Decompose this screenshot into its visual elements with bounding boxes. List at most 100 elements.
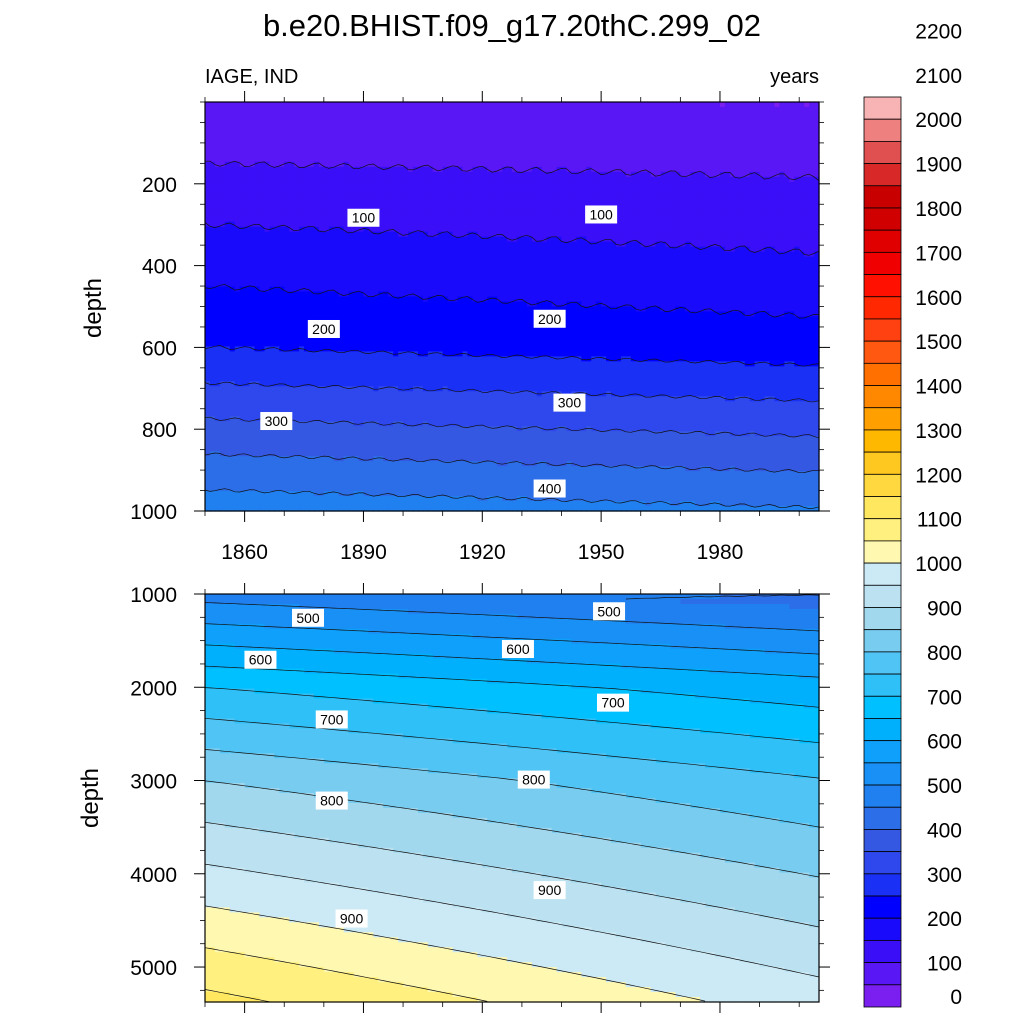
contour-cell (244, 186, 251, 193)
contour-cell (279, 226, 285, 233)
contour-cell (591, 102, 597, 108)
contour-cell (388, 111, 394, 118)
contour-cell (219, 116, 226, 123)
contour-cell (279, 146, 285, 153)
contour-cell (516, 231, 523, 238)
contour-cell (625, 211, 632, 218)
contour-cell (601, 141, 607, 148)
contour-cell (764, 126, 771, 133)
contour-cell (685, 261, 691, 268)
contour-cell (789, 161, 795, 168)
contour-cell (408, 161, 414, 168)
contour-cell (606, 151, 612, 158)
contour-cell (799, 251, 805, 258)
contour-cell (279, 116, 285, 123)
contour-cell (214, 286, 221, 293)
contour-cell (205, 296, 211, 303)
contour-cell (219, 151, 226, 158)
contour-cell (596, 271, 602, 278)
contour-cell (779, 176, 785, 183)
contour-cell (457, 201, 464, 208)
contour-cell (353, 126, 360, 133)
contour-cell (343, 196, 350, 203)
contour-cell (531, 291, 538, 298)
contour-cell (383, 186, 389, 193)
contour-cell (571, 206, 577, 213)
contour-cell (507, 126, 513, 133)
contour-cell (224, 126, 231, 133)
contour-cell (378, 146, 384, 153)
contour-cell (804, 211, 810, 218)
contour-cell (368, 296, 374, 303)
contour-cell (289, 206, 295, 213)
contour-cell (620, 131, 627, 138)
contour-cell (205, 126, 211, 133)
contour-cell (229, 211, 236, 218)
contour-cell (516, 201, 523, 208)
contour-cell (561, 271, 568, 278)
contour-cell (814, 111, 820, 118)
contour-cell (754, 161, 761, 168)
contour-cell (675, 121, 681, 128)
contour-cell (774, 126, 780, 133)
contour-cell (318, 291, 325, 298)
contour-cell (744, 261, 751, 268)
contour-cell (710, 266, 716, 273)
contour-cell (809, 121, 815, 128)
contour-cell (432, 106, 439, 113)
contour-cell (224, 151, 231, 158)
contour-cell (779, 116, 785, 123)
contour-cell (640, 131, 647, 138)
contour-cell (680, 156, 686, 163)
contour-cell (700, 276, 706, 283)
contour-cell (338, 151, 345, 158)
contour-cell (625, 166, 632, 173)
contour-cell (209, 286, 216, 293)
contour-cell (249, 141, 256, 148)
contour-cell (710, 161, 716, 168)
contour-cell (769, 266, 776, 273)
contour-cell (403, 271, 409, 278)
contour-cell (244, 196, 251, 203)
contour-cell (447, 166, 454, 173)
contour-cell (774, 121, 780, 128)
contour-cell (318, 256, 325, 263)
contour-cell (670, 141, 676, 148)
contour-cell (566, 176, 573, 183)
contour-cell (363, 261, 369, 268)
contour-cell (368, 176, 374, 183)
contour-cell (363, 146, 369, 153)
contour-cell (432, 156, 439, 163)
contour-cell (630, 186, 637, 193)
contour-cell (507, 296, 513, 303)
contour-cell (239, 261, 246, 268)
contour-cell (606, 106, 612, 113)
contour-cell (561, 111, 568, 118)
contour-cell (378, 221, 384, 228)
contour-cell (586, 136, 592, 143)
contour-cell (670, 246, 676, 253)
contour-cell (635, 171, 642, 178)
contour-cell (551, 136, 558, 143)
contour-cell (606, 266, 612, 273)
contour-cell (546, 191, 553, 198)
contour-cell (715, 256, 721, 263)
contour-cell (289, 301, 295, 308)
contour-cell (675, 161, 681, 168)
contour-cell (447, 196, 454, 203)
contour-cell (403, 281, 409, 288)
contour-cell (670, 206, 676, 213)
contour-cell (269, 121, 275, 128)
contour-cell (388, 136, 394, 143)
contour-cell (670, 126, 676, 133)
contour-cell (279, 271, 285, 278)
contour-cell (611, 296, 617, 303)
contour-cell (774, 191, 780, 198)
contour-cell (705, 286, 711, 293)
contour-cell (606, 102, 612, 108)
contour-cell (497, 276, 503, 283)
contour-cell (224, 261, 231, 268)
contour-cell (299, 296, 305, 303)
contour-cell (759, 281, 766, 288)
contour-cell (769, 136, 776, 143)
